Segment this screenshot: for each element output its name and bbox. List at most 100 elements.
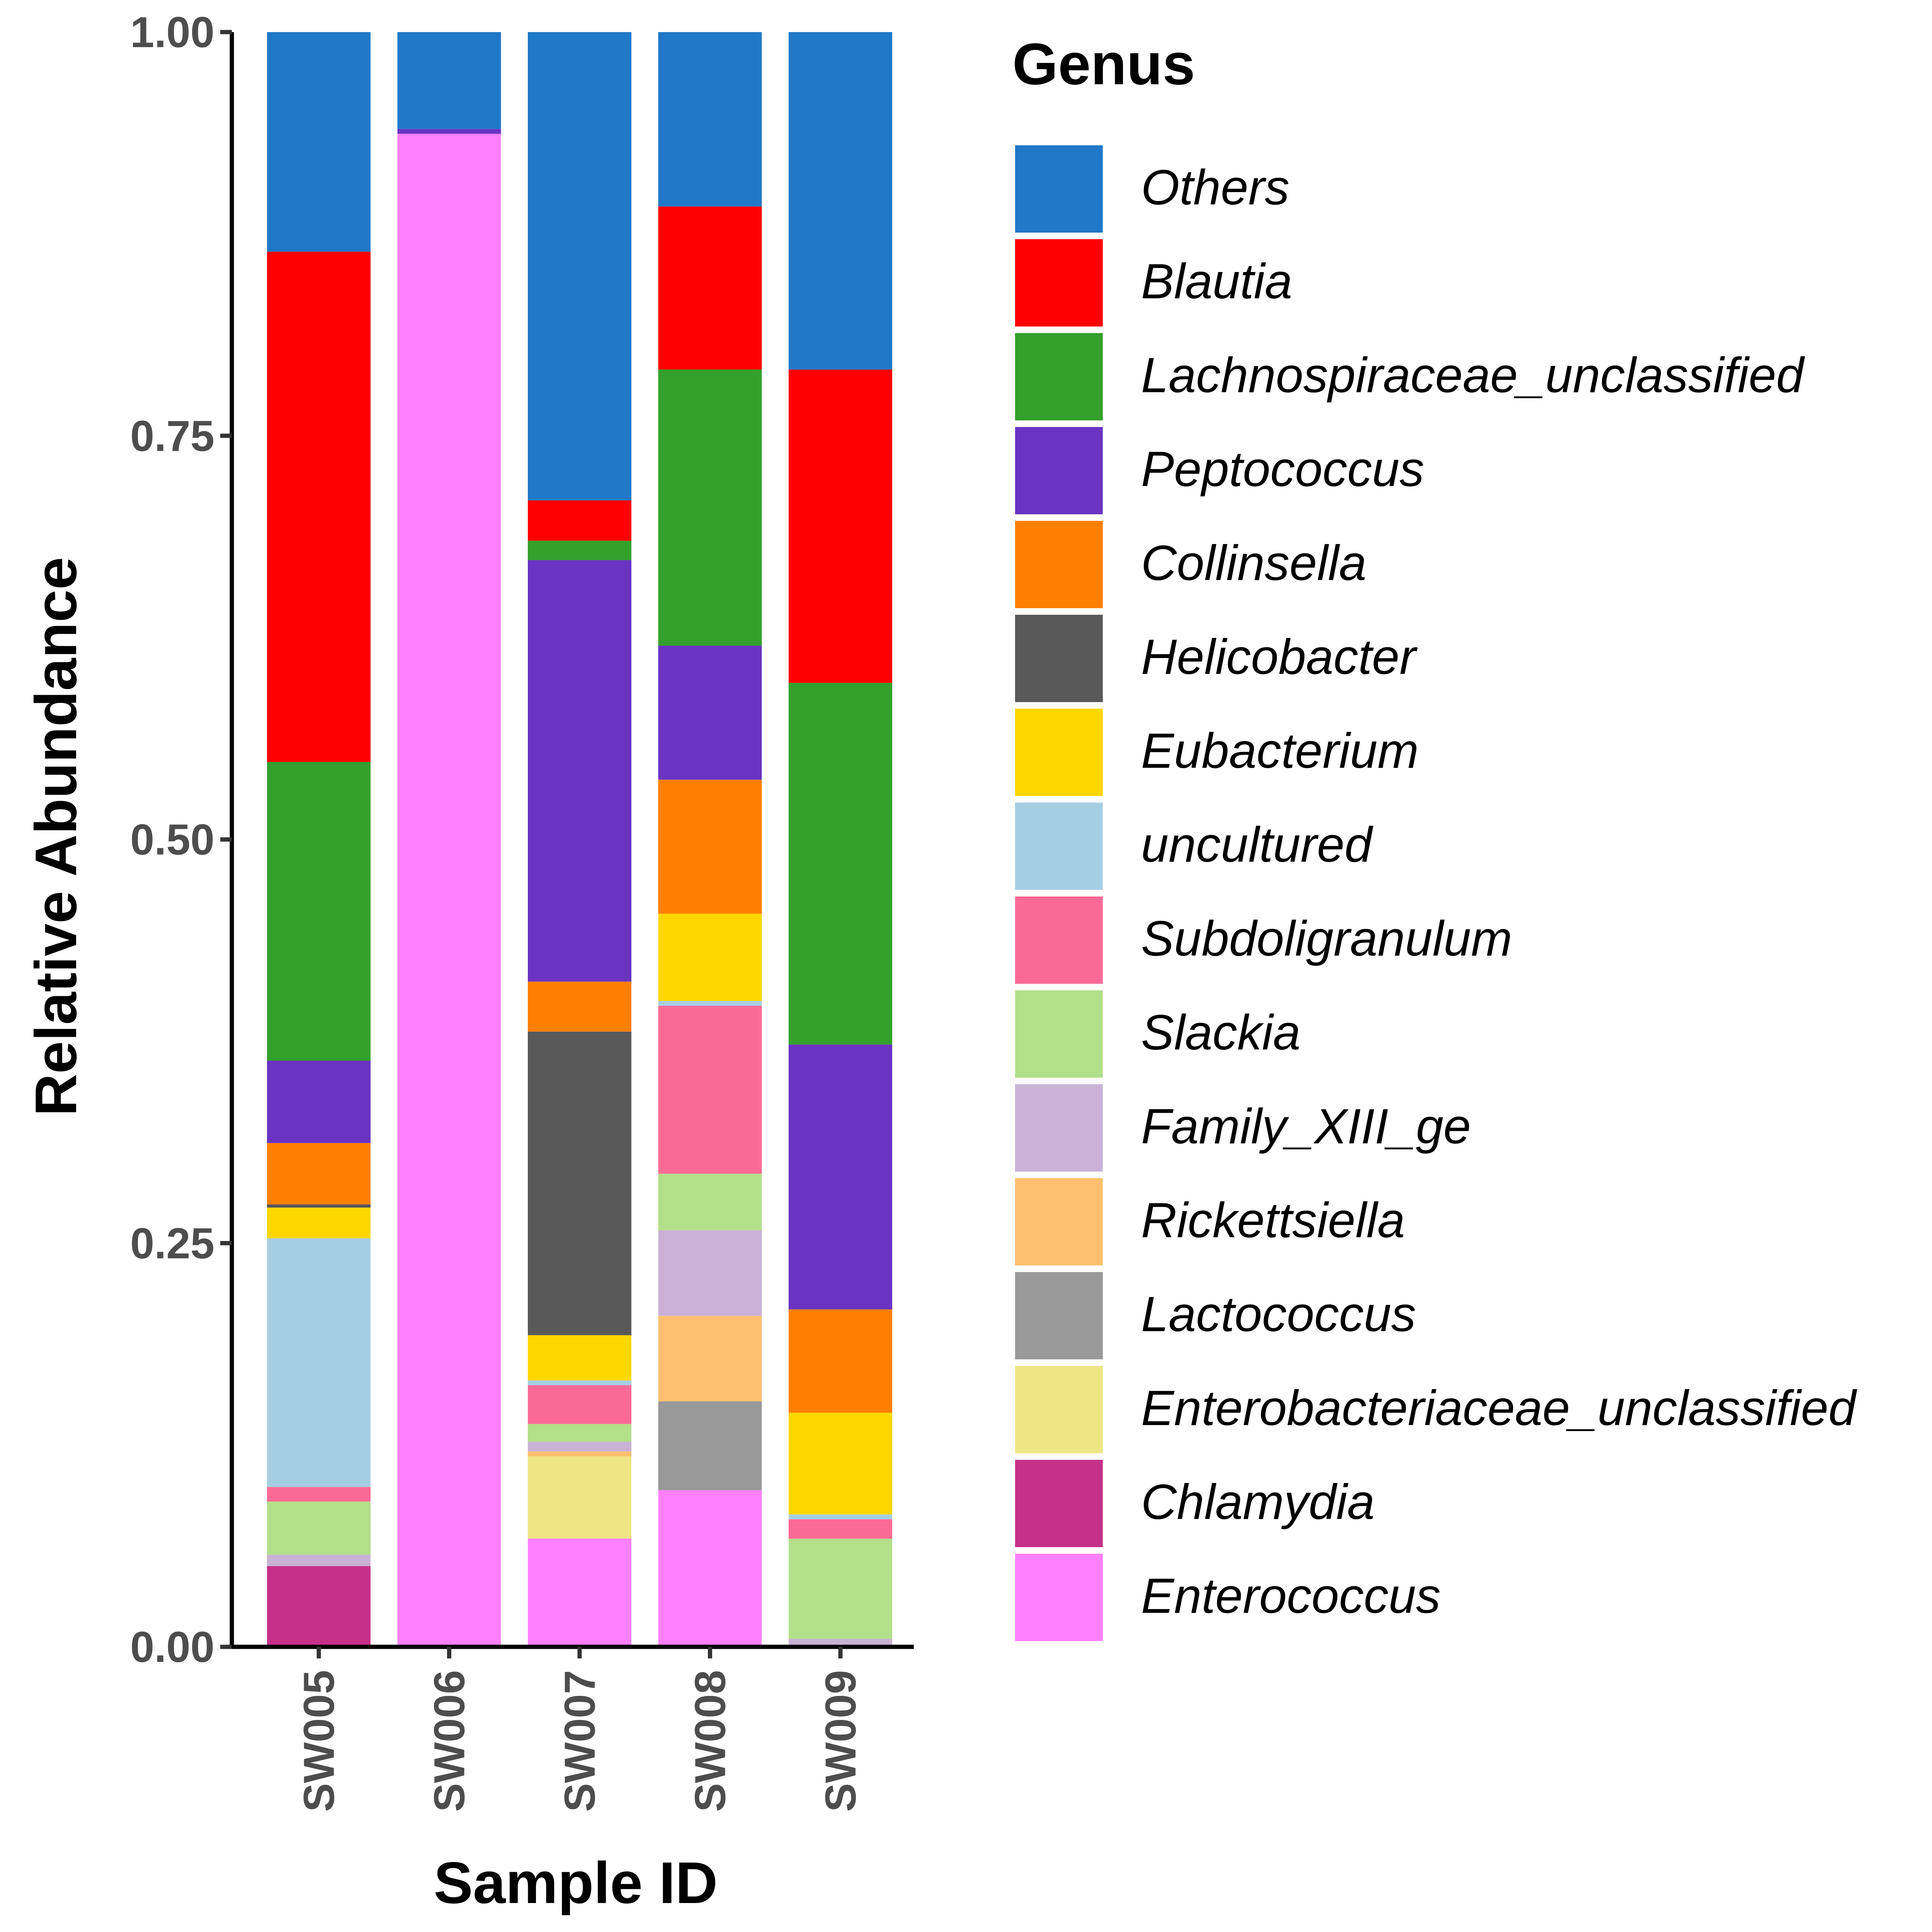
legend-label: Chlamydia bbox=[1141, 1475, 1375, 1530]
legend-swatch bbox=[1015, 1460, 1103, 1547]
bar-segment-sw008-collinsella bbox=[658, 779, 762, 914]
bar-segment-sw009-others bbox=[789, 32, 892, 370]
bar-segment-sw007-family-xiii-ge bbox=[528, 1442, 631, 1452]
bar-segment-sw005-lachnospiraceae-unclassified bbox=[267, 762, 371, 1061]
bar-segment-sw005-chlamydia bbox=[267, 1566, 371, 1647]
bar-segment-sw009-collinsella bbox=[789, 1309, 892, 1413]
bar-segment-sw005-helicobacter bbox=[267, 1204, 371, 1208]
legend-label: Family_XIII_ge bbox=[1141, 1099, 1471, 1154]
y-tick-label: 0.25 bbox=[130, 1219, 214, 1267]
legend-swatch bbox=[1015, 1366, 1103, 1453]
legend-label: Blautia bbox=[1141, 254, 1292, 309]
x-tick-label: SW009 bbox=[816, 1670, 865, 1812]
bar-segment-sw008-uncultured bbox=[658, 1001, 762, 1006]
bar-segment-sw008-blautia bbox=[658, 206, 762, 370]
legend-label: Peptococcus bbox=[1141, 442, 1424, 497]
legend-swatch bbox=[1015, 521, 1103, 608]
bar-group-sw007 bbox=[528, 32, 631, 1647]
bar-segment-sw005-collinsella bbox=[267, 1143, 371, 1204]
legend-swatch bbox=[1015, 709, 1103, 796]
legend-item-enterococcus: Enterococcus bbox=[1015, 1554, 1441, 1641]
bar-segment-sw007-uncultured bbox=[528, 1380, 631, 1386]
bar-segment-sw009-blautia bbox=[789, 369, 892, 683]
legend-items: Others Blautia Lachnospiraceae_unclassifie… bbox=[1015, 145, 1857, 1641]
legend-item-peptococcus: Peptococcus bbox=[1015, 427, 1424, 514]
legend-item-collinsella: Collinsella bbox=[1015, 521, 1366, 608]
x-tick-label: SW007 bbox=[556, 1670, 604, 1812]
bar-segment-sw009-slackia bbox=[789, 1539, 892, 1639]
bar-segment-sw005-uncultured bbox=[267, 1238, 371, 1487]
legend-item-uncultured: uncultured bbox=[1015, 803, 1374, 890]
legend-swatch bbox=[1015, 1178, 1103, 1265]
legend-swatch bbox=[1015, 145, 1103, 233]
x-tick-label: SW008 bbox=[686, 1670, 735, 1812]
legend-item-chlamydia: Chlamydia bbox=[1015, 1460, 1375, 1547]
bar-segment-sw007-lachnospiraceae-unclassified bbox=[528, 541, 631, 560]
bar-segment-sw005-others bbox=[267, 32, 371, 252]
bar-segment-sw007-subdoligranulum bbox=[528, 1385, 631, 1424]
bar-segment-sw008-rickettsiella bbox=[658, 1316, 762, 1401]
bar-segment-sw007-enterococcus bbox=[528, 1539, 631, 1647]
legend-item-family-xiii-ge: Family_XIII_ge bbox=[1015, 1084, 1471, 1172]
y-ticks: 0.00 0.25 0.50 0.75 1.00 bbox=[130, 8, 232, 1671]
bar-segment-sw005-eubacterium bbox=[267, 1208, 371, 1238]
bar-group-sw006 bbox=[397, 32, 501, 1647]
bar-segment-sw007-collinsella bbox=[528, 981, 631, 1032]
legend-label: Eubacterium bbox=[1141, 723, 1419, 779]
x-axis-title: Sample ID bbox=[434, 1850, 718, 1916]
y-tick-label: 0.00 bbox=[130, 1623, 214, 1671]
plot-area: 0.000.250.500.751.00 SW005 SW006 SW007 SW00… bbox=[130, 8, 914, 1812]
legend-swatch bbox=[1015, 615, 1103, 702]
legend-item-helicobacter: Helicobacter bbox=[1015, 615, 1418, 702]
legend-label: Lachnospiraceae_unclassified bbox=[1141, 348, 1805, 403]
bar-segment-sw007-blautia bbox=[528, 500, 631, 541]
legend-item-blautia: Blautia bbox=[1015, 239, 1292, 327]
legend-label: Slackia bbox=[1141, 1005, 1301, 1060]
bar-segment-sw006-others bbox=[397, 32, 501, 129]
legend-item-lactococcus: Lactococcus bbox=[1015, 1272, 1416, 1359]
bar-group-sw009 bbox=[789, 32, 892, 1647]
legend-item-others: Others bbox=[1015, 145, 1289, 233]
bar-segment-sw007-enterobacteriaceae-unclassified bbox=[528, 1456, 631, 1539]
legend-swatch bbox=[1015, 1272, 1103, 1359]
y-tick-label: 0.75 bbox=[130, 412, 214, 460]
bar-segment-sw005-peptococcus bbox=[267, 1061, 371, 1143]
legend-swatch bbox=[1015, 427, 1103, 514]
bar-segment-sw009-lachnospiraceae-unclassified bbox=[789, 683, 892, 1045]
bar-segment-sw008-slackia bbox=[658, 1173, 762, 1230]
legend-item-subdoligranulum: Subdoligranulum bbox=[1015, 896, 1512, 984]
bar-segment-sw007-peptococcus bbox=[528, 560, 631, 982]
bar-segment-sw008-lactococcus bbox=[658, 1401, 762, 1490]
legend-swatch bbox=[1015, 1554, 1103, 1641]
bar-segment-sw008-subdoligranulum bbox=[658, 1005, 762, 1174]
legend-item-lachnospiraceae-unclassified: Lachnospiraceae_unclassified bbox=[1015, 333, 1805, 420]
bar-segment-sw008-peptococcus bbox=[658, 646, 762, 780]
legend-label: Subdoligranulum bbox=[1141, 911, 1512, 966]
legend-swatch bbox=[1015, 333, 1103, 420]
bar-segment-sw006-enterococcus bbox=[397, 134, 501, 1647]
legend-label: Others bbox=[1141, 160, 1289, 215]
bar-segment-sw008-lachnospiraceae-unclassified bbox=[658, 369, 762, 646]
legend-swatch bbox=[1015, 239, 1103, 327]
bar-segment-sw008-enterococcus bbox=[658, 1490, 762, 1647]
legend-item-rickettsiella: Rickettsiella bbox=[1015, 1178, 1405, 1265]
bar-group-sw008 bbox=[658, 32, 762, 1647]
y-axis-title: Relative Abundance bbox=[23, 557, 89, 1116]
bar-segment-sw007-eubacterium bbox=[528, 1335, 631, 1381]
bar-group-sw005 bbox=[267, 32, 371, 1647]
y-tick-label: 0.50 bbox=[130, 816, 214, 864]
legend-swatch bbox=[1015, 990, 1103, 1078]
legend-label: Helicobacter bbox=[1141, 629, 1418, 685]
legend-label: Lactococcus bbox=[1141, 1287, 1416, 1342]
bar-segment-sw007-helicobacter bbox=[528, 1031, 631, 1335]
bar-segment-sw005-family-xiii-ge bbox=[267, 1554, 371, 1566]
legend-item-eubacterium: Eubacterium bbox=[1015, 709, 1419, 796]
x-ticks: SW005 SW006 SW007 SW008 SW009 bbox=[295, 1647, 865, 1812]
legend-label: Enterococcus bbox=[1141, 1568, 1441, 1624]
y-tick-label: 1.00 bbox=[130, 8, 214, 56]
bar-segment-sw007-rickettsiella bbox=[528, 1451, 631, 1456]
bar-segment-sw009-uncultured bbox=[789, 1514, 892, 1519]
bars bbox=[267, 32, 892, 1647]
bar-segment-sw007-slackia bbox=[528, 1424, 631, 1442]
